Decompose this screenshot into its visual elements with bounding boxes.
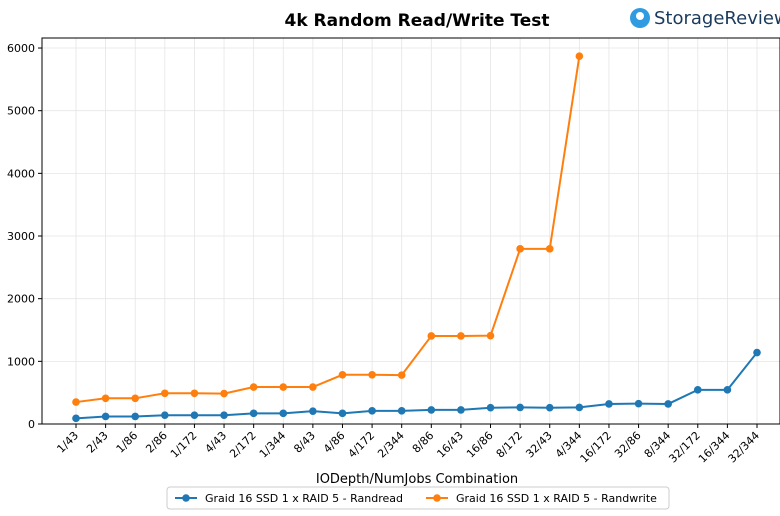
x-tick-label: 2/344: [375, 429, 407, 461]
x-tick-label: 8/86: [410, 429, 437, 456]
legend-marker: [182, 494, 190, 502]
x-tick-label: 32/344: [726, 429, 763, 466]
data-point: [516, 245, 524, 253]
data-point: [338, 409, 347, 418]
data-point: [605, 400, 613, 408]
x-tick-label: 1/43: [54, 429, 81, 456]
data-point: [427, 406, 436, 414]
data-point: [190, 411, 199, 420]
data-point: [101, 412, 110, 421]
data-point: [249, 383, 258, 391]
data-point: [161, 411, 169, 420]
series-line: [75, 56, 581, 404]
x-tick-label: 16/172: [578, 429, 615, 466]
x-tick-label: 16/86: [464, 429, 496, 461]
x-tick-label: 16/344: [696, 429, 733, 466]
data-point: [72, 398, 80, 406]
data-point: [457, 332, 465, 340]
x-tick-label: 1/86: [114, 429, 141, 456]
data-point: [575, 403, 584, 412]
data-point: [101, 394, 110, 403]
data-point: [457, 406, 465, 414]
data-point: [161, 389, 169, 398]
data-point: [427, 332, 436, 340]
legend-marker: [433, 494, 441, 502]
data-point: [368, 407, 376, 415]
x-tick-label: 2/43: [84, 429, 111, 456]
data-point: [723, 386, 732, 394]
legend-label: Graid 16 SSD 1 x RAID 5 - Randwrite: [456, 492, 657, 505]
data-point: [309, 383, 317, 391]
data-point: [545, 245, 554, 253]
y-tick-label: 5000: [7, 105, 35, 118]
x-tick-label: 32/43: [523, 429, 555, 461]
data-point: [309, 407, 317, 415]
legend-label: Graid 16 SSD 1 x RAID 5 - Randread: [205, 492, 403, 505]
data-point: [486, 403, 495, 412]
x-tick-label: 1/344: [257, 429, 289, 461]
data-point: [575, 52, 584, 60]
logo-text: StorageReview: [654, 8, 780, 29]
y-tick-label: 2000: [7, 293, 35, 306]
series-line: [75, 351, 758, 420]
data-point: [516, 403, 524, 412]
data-point: [220, 411, 228, 420]
legend: Graid 16 SSD 1 x RAID 5 - Randread Graid …: [166, 486, 670, 510]
plot-frame: [41, 37, 780, 425]
y-tick-label: 3000: [7, 230, 35, 243]
x-tick-label: 2/172: [227, 429, 259, 461]
data-point: [664, 400, 672, 408]
data-point: [338, 371, 347, 379]
data-point: [397, 407, 406, 415]
x-tick-label: 2/86: [143, 429, 170, 456]
data-point: [486, 331, 495, 340]
x-tick-label: 32/86: [612, 429, 644, 461]
data-point: [190, 389, 199, 398]
logo-icon-dot: [636, 12, 644, 20]
x-tick-label: 8/43: [291, 429, 318, 456]
legend-box: [166, 486, 670, 510]
x-tick-label: 4/86: [321, 429, 348, 456]
data-point: [279, 409, 288, 418]
y-tick-label: 0: [28, 418, 35, 431]
x-tick-label: 4/172: [346, 429, 378, 461]
y-tick-label: 4000: [7, 167, 35, 180]
data-point: [220, 389, 228, 398]
data-point: [368, 371, 376, 379]
x-tick-label: 4/43: [203, 429, 230, 456]
x-tick-label: 16/43: [434, 429, 466, 461]
data-point: [753, 348, 761, 357]
data-point: [131, 412, 140, 421]
x-tick-label: 1/172: [168, 429, 200, 461]
data-point: [249, 409, 258, 418]
y-tick-label: 6000: [7, 42, 35, 55]
data-point: [545, 403, 554, 412]
y-tick-label: 1000: [7, 355, 35, 368]
data-point: [72, 414, 80, 423]
data-point: [131, 394, 140, 403]
chart-title: 4k Random Read/Write Test: [284, 11, 549, 31]
data-point: [397, 371, 406, 379]
data-point: [634, 399, 643, 408]
x-tick-label: 32/172: [666, 429, 703, 466]
x-axis-label: IODepth/NumJobs Combination: [316, 472, 518, 487]
data-point: [693, 386, 702, 394]
data-point: [279, 383, 288, 391]
x-tick-label: 8/172: [494, 429, 526, 461]
